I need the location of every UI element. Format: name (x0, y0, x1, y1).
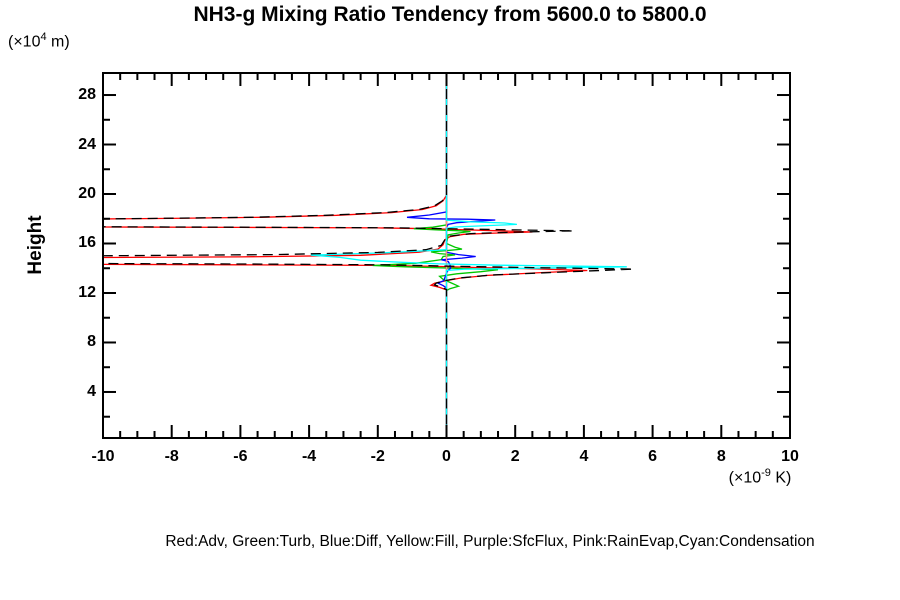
x-tick-label: -4 (301, 448, 317, 465)
x-unit-suffix: K) (770, 469, 792, 487)
legend-text: Red:Adv, Green:Turb, Blue:Diff, Yellow:F… (165, 533, 815, 550)
x-tick-label: 4 (579, 448, 589, 465)
series-diff (406, 73, 496, 438)
x-unit-exponent: -9 (761, 467, 771, 479)
y-tick-label: 24 (78, 135, 96, 153)
series-turb (372, 73, 499, 438)
x-tick-label: 0 (442, 448, 451, 465)
series-total (103, 73, 634, 438)
x-tick-label: 2 (510, 448, 520, 465)
x-unit-prefix: (×10 (728, 469, 762, 487)
x-tick-label: 10 (781, 448, 799, 465)
x-tick-label: -10 (91, 448, 115, 465)
x-tick-label: -2 (370, 448, 385, 465)
y-tick-label: 16 (78, 234, 96, 252)
y-tick-label: 8 (87, 333, 96, 351)
x-tick-label: -8 (164, 448, 179, 465)
y-tick-label: 20 (78, 185, 96, 202)
y-tick-label: 12 (78, 283, 96, 301)
x-tick-label: 8 (716, 448, 726, 465)
chart-title: NH3-g Mixing Ratio Tendency from 5600.0 … (193, 3, 707, 26)
y-unit-exponent: 4 (40, 31, 47, 43)
y-tick-label: 4 (87, 382, 96, 400)
x-axis-unit-label: (×10-9 K) (698, 467, 822, 487)
y-tick-label: 28 (78, 86, 96, 104)
x-tick-label: -6 (233, 448, 248, 465)
x-tick-label: 6 (648, 448, 658, 465)
y-unit-suffix: m) (46, 33, 70, 51)
y-axis-unit-label: (×104 m) (8, 31, 70, 51)
plot-frame (102, 72, 791, 439)
y-unit-prefix: (×10 (8, 33, 41, 51)
